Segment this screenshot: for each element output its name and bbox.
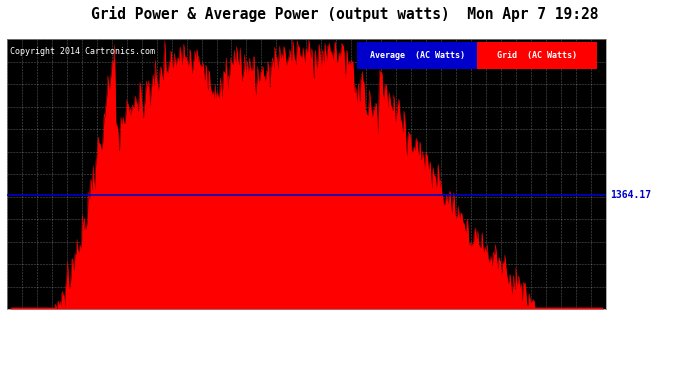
Text: Copyright 2014 Cartronics.com: Copyright 2014 Cartronics.com: [10, 48, 155, 57]
Text: Grid Power & Average Power (output watts)  Mon Apr 7 19:28: Grid Power & Average Power (output watts…: [91, 6, 599, 22]
Text: 1364.17: 1364.17: [610, 190, 651, 200]
